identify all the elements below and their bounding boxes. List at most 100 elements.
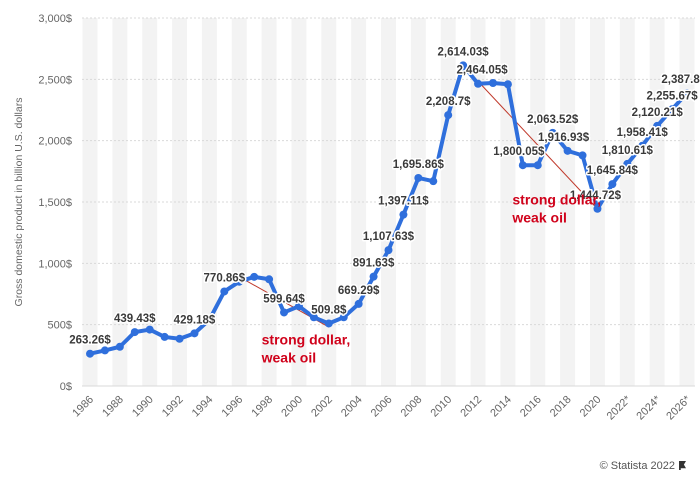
data-point	[175, 334, 184, 343]
x-tick-label: 2008	[399, 394, 425, 420]
statista-credit: © Statista 2022	[600, 460, 686, 472]
data-point	[220, 287, 229, 296]
annotation-text: weak oil	[261, 349, 316, 365]
year-band	[261, 18, 277, 386]
data-label: 1,810.61$	[602, 145, 654, 157]
data-label: 2,464.05$	[456, 65, 508, 77]
data-label: 429.18$	[174, 314, 216, 326]
data-point	[190, 329, 199, 338]
data-point	[100, 346, 109, 355]
data-point	[294, 302, 303, 311]
y-tick-label: 2,000$	[38, 136, 72, 148]
data-point	[265, 275, 274, 284]
data-point	[86, 349, 94, 358]
year-band	[649, 18, 665, 386]
x-tick-label: 2014	[488, 394, 514, 420]
year-band	[142, 18, 158, 386]
data-point	[369, 272, 378, 281]
y-tick-label: 2,500$	[38, 74, 72, 86]
data-point	[548, 128, 557, 137]
x-tick-label: 1994	[190, 394, 216, 420]
data-label: 1,695.86$	[393, 159, 445, 171]
x-tick-label: 2002	[309, 394, 335, 420]
data-point	[280, 308, 289, 317]
x-tick-label: 1996	[220, 394, 246, 420]
data-label: 1,444.72$	[570, 190, 622, 202]
x-tick-label: 2022*	[605, 393, 634, 422]
annotation-text: strong dollar,	[262, 331, 351, 347]
data-point	[683, 89, 691, 98]
data-label: 599.64$	[263, 293, 305, 305]
data-point	[488, 79, 497, 88]
data-label: 509.8$	[311, 304, 347, 316]
data-point	[474, 79, 483, 88]
data-point	[444, 111, 453, 120]
year-band	[321, 18, 337, 386]
data-point	[339, 313, 348, 322]
data-label: 2,614.03$	[438, 46, 490, 58]
x-tick-label: 1986	[70, 394, 96, 420]
data-label: 2,208.7$	[426, 96, 471, 108]
data-label: 1,958.41$	[617, 127, 669, 139]
data-label: 770.86$	[204, 272, 246, 284]
data-point	[115, 342, 124, 351]
y-tick-label: 3,000$	[38, 13, 72, 25]
x-tick-label: 2000	[279, 394, 305, 420]
x-tick-label: 1992	[160, 394, 186, 420]
year-band	[381, 18, 396, 386]
data-label: 2,063.52$	[527, 114, 579, 126]
data-point	[130, 328, 139, 337]
data-point	[593, 204, 602, 213]
data-label: 2,120.21$	[632, 107, 684, 119]
y-tick-label: 500$	[48, 320, 72, 332]
annotation-text: strong dollar,	[512, 191, 601, 207]
y-tick-label: 0$	[60, 381, 72, 393]
data-point	[414, 173, 423, 182]
x-tick-label: 2004	[339, 394, 365, 420]
data-label: 439.43$	[114, 313, 156, 325]
data-point	[623, 159, 632, 168]
data-point	[384, 246, 393, 255]
data-point	[354, 299, 363, 308]
data-point	[563, 146, 572, 155]
x-tick-label: 1990	[130, 394, 156, 420]
year-band	[530, 18, 546, 386]
data-label: 891.63$	[353, 258, 395, 270]
data-point	[578, 151, 587, 160]
data-label: 1,645.84$	[587, 165, 639, 177]
x-tick-label: 2012	[458, 394, 484, 420]
data-label: 2,255.67$	[646, 90, 698, 102]
x-tick-label: 2026*	[664, 393, 693, 422]
data-point	[533, 161, 542, 170]
year-band	[201, 18, 217, 386]
x-tick-label: 2010	[429, 394, 455, 420]
data-point	[250, 272, 259, 281]
data-point	[518, 161, 527, 170]
data-point	[145, 325, 154, 334]
data-label: 1,397.11$	[378, 196, 429, 208]
y-tick-label: 1,000$	[38, 258, 72, 270]
x-tick-label: 1998	[249, 394, 275, 420]
y-tick-label: 1,500$	[38, 197, 72, 209]
data-point	[205, 315, 214, 324]
x-tick-label: 2024*	[634, 393, 663, 422]
x-tick-label: 2018	[548, 394, 574, 420]
data-label: 263.26$	[69, 335, 111, 347]
year-band	[440, 18, 456, 386]
x-tick-label: 2016	[518, 394, 544, 420]
data-point	[638, 141, 647, 150]
credit-text: © Statista 2022	[599, 460, 675, 472]
data-label: 1,800.05$	[493, 146, 545, 158]
x-tick-label: 2006	[369, 394, 395, 420]
data-label: 2,387.81$	[661, 74, 700, 86]
data-point	[309, 313, 318, 322]
x-tick-label: 2020	[578, 394, 604, 420]
data-point	[653, 121, 662, 130]
flag-icon	[679, 461, 686, 470]
data-point	[235, 277, 244, 286]
y-axis-label: Gross domestic product in billion U.S. d…	[13, 98, 25, 307]
data-label: 1,107.63$	[363, 231, 415, 243]
data-point	[503, 80, 512, 89]
